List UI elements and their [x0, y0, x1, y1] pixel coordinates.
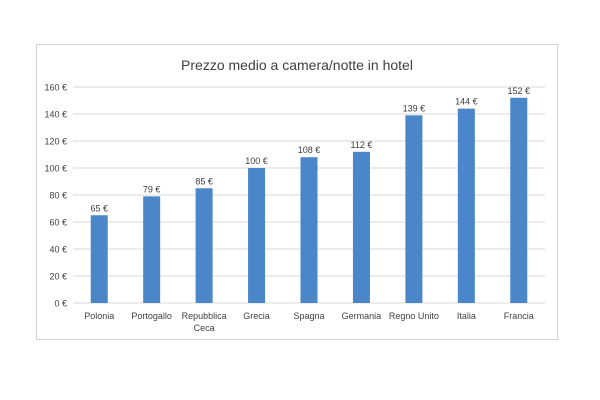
bar	[300, 157, 318, 303]
x-tick-label-line: Germania	[342, 311, 382, 321]
x-tick-label: Italia	[457, 311, 476, 321]
x-tick-label-line: Grecia	[243, 311, 270, 321]
data-label: 152 €	[508, 86, 531, 96]
x-tick-label-line: Regno Unito	[389, 311, 439, 321]
x-tick-label-line: Portogallo	[131, 311, 172, 321]
x-tick-label-line: Ceca	[194, 323, 215, 333]
y-tick-label: 20 €	[49, 272, 67, 282]
x-tick-label: Regno Unito	[389, 311, 439, 321]
x-tick-label-line: Polonia	[84, 311, 114, 321]
chart-title: Prezzo medio a camera/notte in hotel	[181, 57, 413, 73]
bar	[405, 115, 423, 303]
data-label: 100 €	[245, 156, 268, 166]
bar	[90, 215, 108, 303]
y-tick-label: 80 €	[49, 191, 67, 201]
bar	[457, 108, 475, 303]
data-label: 144 €	[455, 97, 478, 107]
bar	[143, 196, 161, 303]
y-tick-label: 100 €	[44, 164, 67, 174]
x-tick-label: Grecia	[243, 311, 270, 321]
data-label: 79 €	[143, 184, 161, 194]
bar	[352, 151, 370, 303]
bar	[248, 168, 266, 303]
y-axis-tick-labels: 0 € 20 € 40 € 60 € 80 € 100 € 120 € 140 € 160 €	[44, 83, 67, 309]
bar	[195, 188, 213, 303]
bars	[90, 97, 528, 303]
x-tick-label: Polonia	[84, 311, 114, 321]
chart-frame: Prezzo medio a camera/notte in hotel 0 €…	[36, 44, 558, 340]
x-tick-label: Francia	[504, 311, 534, 321]
y-tick-label: 40 €	[49, 245, 67, 255]
y-tick-label: 140 €	[44, 110, 67, 120]
bar	[510, 97, 528, 303]
y-tick-label: 160 €	[44, 83, 67, 93]
data-label: 85 €	[195, 176, 213, 186]
bar-chart: Prezzo medio a camera/notte in hotel 0 €…	[44, 57, 545, 333]
y-tick-label: 60 €	[49, 218, 67, 228]
x-tick-label-line: Repubblica	[182, 311, 227, 321]
x-tick-label-line: Francia	[504, 311, 534, 321]
x-tick-label-line: Italia	[457, 311, 476, 321]
x-tick-label: Repubblica Ceca	[182, 311, 227, 333]
x-tick-label: Spagna	[293, 311, 324, 321]
x-tick-label: Portogallo	[131, 311, 172, 321]
data-label: 108 €	[298, 145, 321, 155]
x-axis-tick-labels: Polonia Portogallo Repubblica Ceca Grecia Spa…	[84, 311, 534, 333]
y-tick-label: 120 €	[44, 137, 67, 147]
data-label: 65 €	[90, 203, 108, 213]
x-tick-label: Germania	[342, 311, 382, 321]
data-labels: 65 € 79 € 85 € 100 € 108 € 112 € 139 € 144 € 152…	[90, 86, 530, 213]
x-tick-label-line: Spagna	[293, 311, 324, 321]
data-label: 112 €	[351, 140, 373, 150]
data-label: 139 €	[403, 103, 426, 113]
y-tick-label: 0 €	[54, 299, 67, 309]
